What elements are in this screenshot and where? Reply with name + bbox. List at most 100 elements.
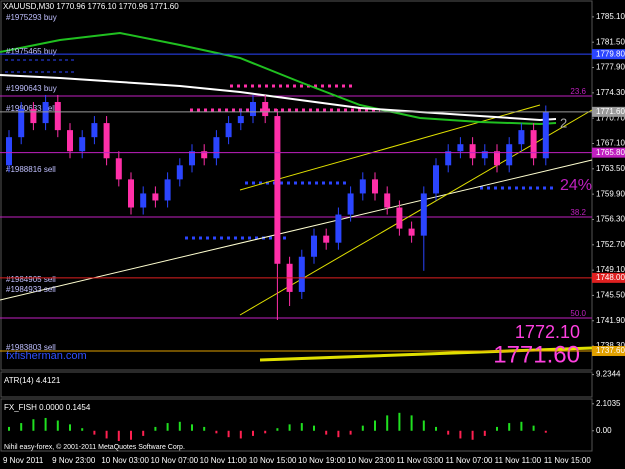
x-tick-label: 9 Nov 23:00 (52, 456, 96, 465)
histogram-bar (69, 424, 71, 431)
x-tick-label: 10 Nov 07:00 (151, 456, 199, 465)
candle-body (530, 130, 537, 159)
candle-body (128, 179, 134, 208)
annotation: #1984905 sell (6, 275, 56, 284)
histogram-bar (471, 430, 474, 440)
candle-body (79, 137, 86, 152)
x-tick-label: 10 Nov 11:00 (200, 456, 248, 465)
main-frame (0, 0, 593, 371)
fish-frame (0, 398, 593, 452)
histogram-bar (252, 430, 254, 436)
candle-body (420, 193, 427, 236)
histogram-bar (215, 430, 218, 434)
annotation: #1990633 sell (6, 104, 56, 113)
candle-body (225, 123, 232, 138)
histogram-bar (349, 430, 352, 435)
atr-title: ATR(14) 4.4121 (4, 376, 61, 385)
x-tick-label: 10 Nov 19:00 (298, 456, 346, 465)
histogram-bar (276, 428, 279, 431)
histogram-bar (8, 426, 10, 431)
histogram-bar (32, 419, 35, 431)
candle-body (152, 193, 159, 201)
histogram-bar (93, 430, 96, 435)
histogram-bar (374, 420, 376, 431)
candle-body (481, 151, 488, 159)
candle-body (469, 144, 476, 159)
histogram-bar (496, 426, 498, 431)
candle-body (140, 193, 147, 208)
percent-label: 24% (560, 177, 592, 194)
annotation: #1988816 sell (6, 165, 56, 174)
y-tick-label: 1759.90 (596, 189, 625, 198)
histogram-bar (166, 423, 169, 431)
y-tick-label: 1745.50 (596, 291, 625, 300)
candle-body (18, 109, 25, 138)
annotation: #1975293 buy (6, 13, 57, 22)
candle-body (298, 256, 305, 292)
candle-body (189, 151, 195, 166)
candle-body (542, 111, 549, 159)
fib-label: 50.0 (570, 309, 586, 318)
candle-body (91, 123, 98, 138)
histogram-bar (288, 424, 291, 431)
fib-label: 23.6 (570, 87, 586, 96)
y-tick-label: 2.1035 (596, 399, 621, 408)
candle-body (494, 151, 500, 166)
candle-body (262, 101, 269, 117)
histogram-bar (447, 430, 450, 435)
histogram-bar (520, 421, 523, 431)
fish-title: FX_FISH 0.0000 0.1454 (4, 403, 91, 412)
watermark: fxfisherman.com (6, 350, 87, 362)
candle-body (408, 228, 415, 236)
candle-body (323, 235, 330, 243)
level-label: 1737.60 (596, 346, 625, 355)
x-tick-label: 10 Nov 15:00 (249, 456, 297, 465)
histogram-bar (203, 426, 206, 431)
candle-body (347, 193, 354, 215)
histogram-bar (117, 430, 120, 442)
atr-frame (0, 371, 593, 398)
histogram-bar (410, 415, 413, 431)
candle-body (115, 158, 122, 180)
level-label: 1771.60 (596, 107, 625, 116)
candle-body (237, 116, 244, 124)
chart-title: XAUUSD,M30 1770.96 1776.10 1770.96 1771.… (3, 2, 179, 11)
x-tick-label: 9 Nov 2011 (3, 456, 44, 465)
candle-body (103, 123, 110, 159)
footer: Nihil easy-forex, © 2001-2011 MetaQuotes… (4, 443, 185, 451)
x-tick-label: 10 Nov 23:00 (347, 456, 395, 465)
level-box (592, 272, 625, 283)
candle-body (396, 207, 403, 229)
candle-body (213, 137, 220, 159)
level-box (592, 106, 625, 117)
y-tick-label: 9.2344 (596, 370, 621, 379)
level-label: 1765.80 (596, 148, 625, 157)
candle-body (164, 179, 171, 201)
histogram-bar (20, 423, 23, 431)
x-tick-label: 11 Nov 07:00 (446, 456, 494, 465)
histogram-bar (532, 425, 535, 431)
wave-label: 2 (560, 115, 567, 130)
candle-body (67, 130, 73, 152)
annotation: #1975465 buy (6, 47, 57, 56)
histogram-bar (300, 423, 303, 431)
level-box (592, 147, 625, 158)
histogram-bar (459, 430, 462, 439)
histogram-bar (361, 425, 364, 431)
histogram-bar (398, 412, 401, 431)
x-tick-label: 11 Nov 11:00 (495, 456, 542, 465)
x-tick-label: 11 Nov 03:00 (396, 456, 444, 465)
histogram-bar (105, 430, 108, 439)
histogram-bar (44, 417, 47, 431)
histogram-bar (227, 430, 230, 438)
histogram-bar (154, 426, 157, 431)
candle-body (359, 179, 366, 194)
histogram-bar (337, 430, 340, 438)
level-box (592, 49, 625, 60)
histogram-bar (483, 430, 486, 436)
candle-body (433, 165, 439, 194)
y-tick-label: 1781.50 (596, 37, 625, 46)
y-tick-label: 1767.10 (596, 139, 625, 148)
